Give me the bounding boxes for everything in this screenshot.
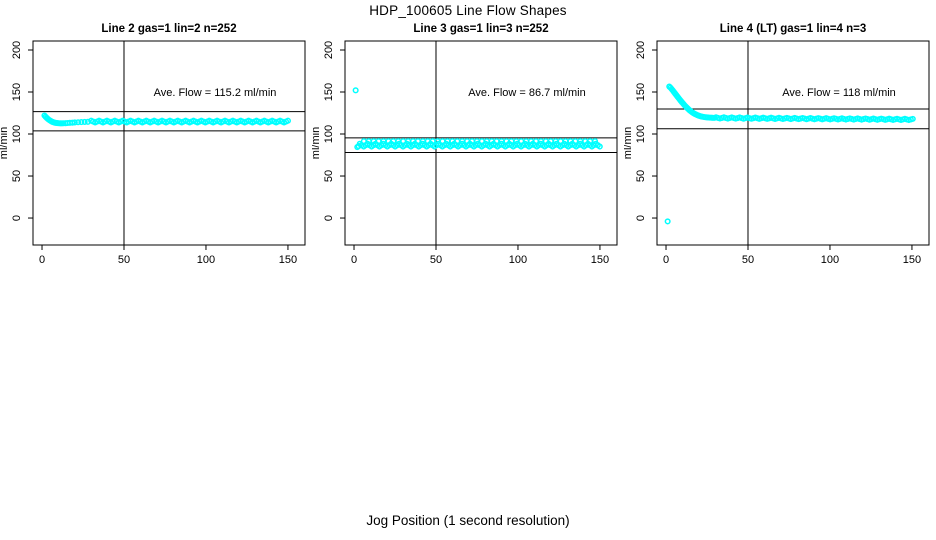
data-point xyxy=(503,138,510,145)
panel-title: Line 2 gas=1 lin=2 n=252 xyxy=(101,23,236,35)
data-point xyxy=(385,138,392,145)
data-point xyxy=(284,117,291,124)
panel-line-3: Line 3 gas=1 lin=3 n=252 0 50 100 150 0 50 100… xyxy=(312,23,618,266)
x-tick-label: 150 xyxy=(591,254,609,266)
plot-box xyxy=(344,40,618,246)
y-axis-title: ml/min xyxy=(312,127,322,159)
y-tick-label: 200 xyxy=(635,41,647,59)
plot-box xyxy=(656,40,930,246)
data-point xyxy=(400,138,407,145)
x-tick-label: 100 xyxy=(509,254,527,266)
data-point xyxy=(572,138,579,145)
data-point xyxy=(424,138,431,145)
data-point xyxy=(532,138,540,145)
data-point xyxy=(596,143,603,150)
y-tick-label: 150 xyxy=(323,83,335,101)
data-point xyxy=(587,138,594,145)
data-point xyxy=(81,118,88,125)
data-point xyxy=(528,138,535,145)
data-point xyxy=(493,138,500,145)
data-point xyxy=(414,138,422,145)
y-tick-label: 100 xyxy=(11,125,23,143)
data-point xyxy=(464,138,471,145)
data-point xyxy=(508,138,515,145)
data-point xyxy=(518,138,525,145)
data-point xyxy=(75,119,82,126)
data-point xyxy=(352,87,359,94)
data-point xyxy=(390,138,397,145)
figure-title: HDP_100605 Line Flow Shapes xyxy=(369,3,567,18)
data-point xyxy=(582,138,589,145)
ave-flow-annotation: Ave. Flow = 86.7 ml/min xyxy=(468,87,585,99)
y-tick-label: 50 xyxy=(11,170,23,182)
x-tick-label: 100 xyxy=(821,254,839,266)
y-tick-label: 150 xyxy=(11,83,23,101)
data-point xyxy=(439,138,446,145)
data-point xyxy=(909,115,916,122)
data-point xyxy=(429,138,436,145)
data-point xyxy=(409,138,417,145)
panel-line-2: Line 2 gas=1 lin=2 n=252 0 50 100 150 0 50 100… xyxy=(0,23,306,266)
x-axis-label: Jog Position (1 second resolution) xyxy=(366,513,570,528)
x-tick-label: 0 xyxy=(39,254,45,266)
y-tick-label: 150 xyxy=(635,83,647,101)
points-group xyxy=(352,87,603,151)
x-tick-label: 50 xyxy=(118,254,130,266)
y-tick-label: 0 xyxy=(323,215,335,221)
x-tick-label: 50 xyxy=(430,254,442,266)
data-point xyxy=(71,119,78,126)
x-tick-label: 100 xyxy=(197,254,215,266)
ave-flow-annotation: Ave. Flow = 115.2 ml/min xyxy=(154,87,277,99)
points-group xyxy=(41,112,291,127)
y-tick-label: 100 xyxy=(635,125,647,143)
data-point xyxy=(591,138,599,145)
data-point xyxy=(478,138,485,145)
y-axis-title: ml/min xyxy=(0,127,10,159)
y-tick-label: 0 xyxy=(635,215,647,221)
panel-line-4-lt: Line 4 (LT) gas=1 lin=4 n=3 0 50 100 150 0 50… xyxy=(624,23,930,266)
y-axis-title: ml/min xyxy=(624,127,634,159)
points-group xyxy=(664,83,916,225)
y-tick-label: 50 xyxy=(635,170,647,182)
data-point xyxy=(375,138,382,145)
ave-flow-annotation: Ave. Flow = 118 ml/min xyxy=(782,87,896,99)
axes-group: 0 50 100 150 0 50 100 150 200 ml/min xyxy=(0,40,306,266)
data-point xyxy=(547,138,554,145)
data-point xyxy=(567,138,574,145)
data-point xyxy=(454,138,461,145)
data-point xyxy=(69,119,76,126)
panel-title: Line 3 gas=1 lin=3 n=252 xyxy=(413,23,548,35)
data-point xyxy=(449,138,456,145)
axes-group: 0 50 100 150 0 50 100 150 200 ml/min xyxy=(312,40,618,266)
y-tick-label: 100 xyxy=(323,125,335,143)
panel-title: Line 4 (LT) gas=1 lin=4 n=3 xyxy=(720,23,866,35)
y-tick-label: 0 xyxy=(11,215,23,221)
y-tick-label: 200 xyxy=(323,41,335,59)
data-point xyxy=(664,218,671,225)
data-point xyxy=(557,138,564,145)
data-point xyxy=(542,138,549,145)
plot-box xyxy=(32,40,306,246)
data-point xyxy=(488,138,495,145)
axes-group: 0 50 100 150 0 50 100 150 200 ml/min xyxy=(624,40,930,266)
data-point xyxy=(469,138,476,145)
data-point xyxy=(78,119,85,126)
x-tick-label: 150 xyxy=(279,254,297,266)
data-point xyxy=(370,138,377,145)
y-tick-label: 50 xyxy=(323,170,335,182)
data-point xyxy=(360,138,367,145)
x-tick-label: 0 xyxy=(351,254,357,266)
y-tick-label: 200 xyxy=(11,41,23,59)
x-tick-label: 50 xyxy=(742,254,754,266)
x-tick-label: 150 xyxy=(903,254,921,266)
x-tick-label: 0 xyxy=(663,254,669,266)
